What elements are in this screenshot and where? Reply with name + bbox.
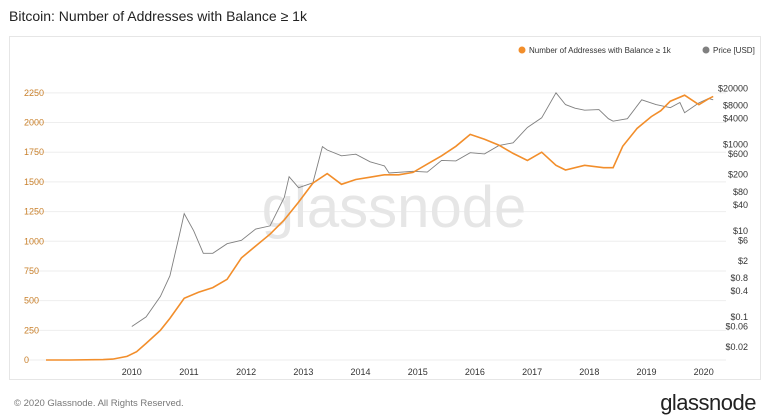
legend-label-price[interactable]: Price [USD] [713,46,755,55]
right-tick-label: $0.1 [730,312,748,322]
chart-svg: glassnode 0 250 500 750 1000 1250 1500 1750 2000… [24,46,755,377]
right-tick-label: $0.06 [725,321,748,331]
right-tick-label: $600 [728,149,748,159]
right-tick-label: $2 [738,256,748,266]
left-tick-label: 1250 [24,207,44,217]
right-tick-label: $20000 [718,84,748,94]
legend-marker-price [702,46,710,54]
right-tick-label: $10 [733,226,748,236]
right-tick-label: $40 [733,200,748,210]
right-tick-label: $0.02 [725,342,748,352]
price-line [131,92,714,327]
x-axis: 2010 2011 2012 2013 2014 2015 2016 2017 2018 2019… [122,367,714,377]
watermark: glassnode [262,175,526,240]
x-tick-label: 2012 [236,367,256,377]
addresses-series [46,94,714,361]
right-tick-label: $1000 [723,140,748,150]
right-tick-label: $0.4 [730,286,748,296]
x-tick-label: 2020 [694,367,714,377]
right-tick-label: $4000 [723,114,748,124]
left-tick-label: 750 [24,266,39,276]
x-tick-label: 2017 [522,367,542,377]
price-series [131,92,714,327]
chart-title: Bitcoin: Number of Addresses with Balanc… [9,8,307,24]
left-tick-label: 0 [24,355,29,365]
x-tick-label: 2013 [293,367,313,377]
right-tick-label: $8000 [723,101,748,111]
right-tick-label: $80 [733,187,748,197]
x-tick-label: 2018 [579,367,599,377]
right-tick-label: $200 [728,170,748,180]
grid [26,92,726,361]
chart-frame: glassnode 0 250 500 750 1000 1250 1500 1750 2000… [9,36,761,380]
x-tick-label: 2014 [351,367,371,377]
copyright-text: © 2020 Glassnode. All Rights Reserved. [14,398,184,409]
legend: Number of Addresses with Balance ≥ 1k Pr… [518,46,755,55]
x-tick-label: 2015 [408,367,428,377]
left-tick-label: 1500 [24,177,44,187]
x-tick-label: 2010 [122,367,142,377]
left-tick-label: 2250 [24,88,44,98]
x-tick-label: 2019 [636,367,656,377]
brand-logo: glassnode [660,390,756,415]
left-tick-label: 1750 [24,147,44,157]
right-tick-label: $0.8 [730,273,748,283]
addresses-line [46,94,714,361]
left-tick-label: 250 [24,325,39,335]
right-tick-label: $6 [738,235,748,245]
left-tick-label: 2000 [24,118,44,128]
left-axis: 0 250 500 750 1000 1250 1500 1750 2000 2250 [24,88,44,365]
legend-label-addresses[interactable]: Number of Addresses with Balance ≥ 1k [529,46,672,55]
x-tick-label: 2011 [179,367,198,377]
left-tick-label: 1000 [24,236,44,246]
x-tick-label: 2016 [465,367,485,377]
left-tick-label: 500 [24,296,39,306]
right-axis: $20000 $8000 $4000 $1000$600 $200 $80 $40 $10$6… [718,84,748,352]
legend-marker-addresses [518,46,526,54]
